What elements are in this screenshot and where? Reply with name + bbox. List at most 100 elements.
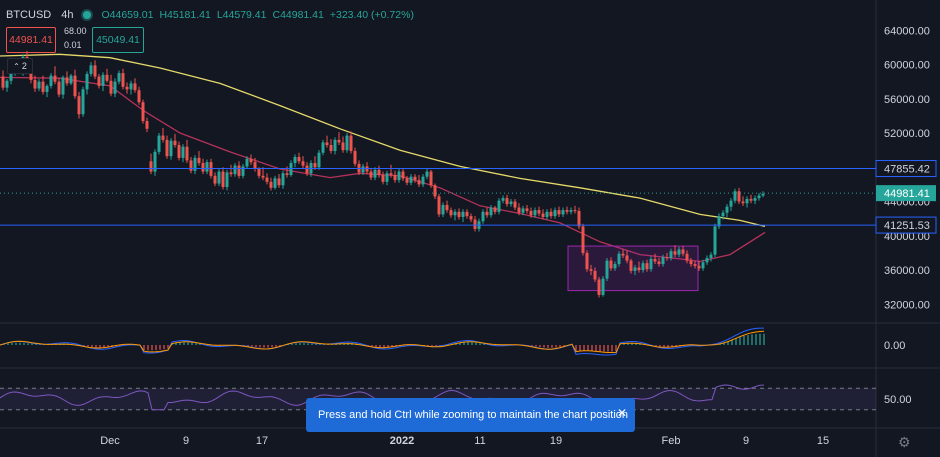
- hline-price-label-bg: [875, 160, 937, 178]
- candle-body: [397, 171, 401, 181]
- candle-body: [549, 211, 553, 217]
- toast-message: Press and hold Ctrl while zooming to mai…: [318, 409, 628, 421]
- candle-body: [217, 171, 221, 184]
- candle-body: [653, 258, 657, 262]
- candle-body: [313, 163, 317, 168]
- price-tick-label: 40000.00: [884, 231, 930, 243]
- candle-body: [745, 198, 749, 204]
- candle-body: [585, 252, 589, 270]
- candle-body: [201, 163, 205, 172]
- legend-toggle-button[interactable]: ⌃ 2: [7, 58, 33, 74]
- candle-body: [405, 178, 409, 183]
- candle-body: [497, 200, 501, 212]
- price-tick-label: 36000.00: [884, 265, 930, 277]
- candle-body: [413, 176, 417, 181]
- candle-body: [225, 172, 229, 187]
- candle-body: [589, 269, 593, 271]
- candle-body: [425, 171, 429, 177]
- time-tick-label: 9: [183, 435, 189, 447]
- gear-icon[interactable]: ⚙: [898, 434, 911, 450]
- time-tick-label: 9: [743, 435, 749, 447]
- candle-body: [85, 73, 89, 90]
- candle-body: [193, 157, 197, 171]
- time-axis[interactable]: Dec 9 17 2022 11 19 Feb 9 15: [100, 435, 829, 447]
- candle-body: [377, 169, 381, 175]
- candle-body: [137, 90, 141, 103]
- price-tick-label: 32000.00: [884, 299, 930, 311]
- time-tick-label: 2022: [390, 435, 414, 447]
- candle-body: [353, 151, 357, 164]
- candle-body: [517, 207, 521, 213]
- candle-body: [245, 158, 249, 167]
- candle-body: [593, 270, 597, 280]
- last-price-label: 44981.41: [884, 188, 930, 200]
- candle-body: [129, 83, 133, 90]
- candle-body: [229, 172, 233, 175]
- symbol-name[interactable]: BTCUSD: [6, 9, 52, 21]
- candle-body: [105, 74, 109, 81]
- candle-body: [65, 77, 69, 84]
- candle-body: [645, 263, 649, 270]
- timeframe[interactable]: 4h: [61, 9, 74, 21]
- candle-body: [473, 219, 477, 229]
- candle-body: [729, 200, 733, 207]
- horizontal-lines[interactable]: [0, 168, 876, 226]
- price-tick-label: 52000.00: [884, 128, 930, 140]
- candle-body: [629, 260, 633, 271]
- candle-body: [709, 254, 713, 259]
- candle-body: [489, 207, 493, 216]
- candle-body: [329, 145, 333, 152]
- candle-body: [273, 178, 277, 188]
- candle-body: [117, 73, 121, 82]
- last-price-label-bg: [876, 185, 936, 202]
- candle-body: [181, 146, 185, 158]
- candle-body: [577, 210, 581, 227]
- candle-body: [717, 216, 721, 227]
- spread-lot[interactable]: 0.01: [64, 40, 82, 50]
- price-tick-label: 60000.00: [884, 60, 930, 72]
- price-axis[interactable]: 64000.0060000.0056000.0052000.0048000.00…: [875, 25, 937, 311]
- candle-body: [465, 211, 469, 217]
- candle-body: [697, 265, 701, 269]
- candle-body: [241, 166, 245, 176]
- candle-body: [409, 176, 413, 183]
- candle-body: [393, 174, 397, 181]
- ohlc-change: +323.40 (+0.72%): [329, 9, 414, 21]
- candle-body: [261, 175, 265, 178]
- candle-body: [621, 253, 625, 256]
- candle-body: [441, 204, 445, 215]
- time-tick-label: 11: [474, 435, 485, 447]
- zoom-tip-toast: Press and hold Ctrl while zooming to mai…: [306, 398, 635, 432]
- candle-body: [233, 165, 237, 175]
- candle-body: [737, 191, 741, 202]
- candle-body: [421, 176, 425, 185]
- candle-body: [297, 157, 301, 162]
- candle-body: [457, 211, 461, 217]
- candle-body: [417, 180, 421, 185]
- candle-body: [153, 151, 157, 172]
- time-tick-label: Dec: [100, 435, 120, 447]
- candle-body: [569, 210, 573, 212]
- candle-body: [257, 169, 261, 176]
- candle-body: [725, 206, 729, 213]
- candle-body: [461, 211, 465, 217]
- candle-body: [73, 75, 77, 97]
- candle-body: [265, 177, 269, 182]
- candle-body: [673, 251, 677, 255]
- candle-body: [565, 210, 569, 212]
- candle-body: [605, 260, 609, 279]
- candle-body: [713, 226, 717, 255]
- buy-button[interactable]: 45049.41: [92, 27, 144, 53]
- sell-button[interactable]: 44981.41: [6, 27, 56, 53]
- candle-body: [529, 210, 533, 216]
- candle-body: [45, 85, 49, 92]
- candle-body: [525, 208, 529, 211]
- candle-body: [637, 267, 641, 271]
- close-icon[interactable]: ✕: [616, 406, 627, 420]
- candle-body: [693, 264, 697, 266]
- candle-body: [373, 169, 377, 178]
- candle-body: [573, 210, 577, 212]
- candle-body: [401, 171, 405, 179]
- candle-body: [661, 257, 665, 265]
